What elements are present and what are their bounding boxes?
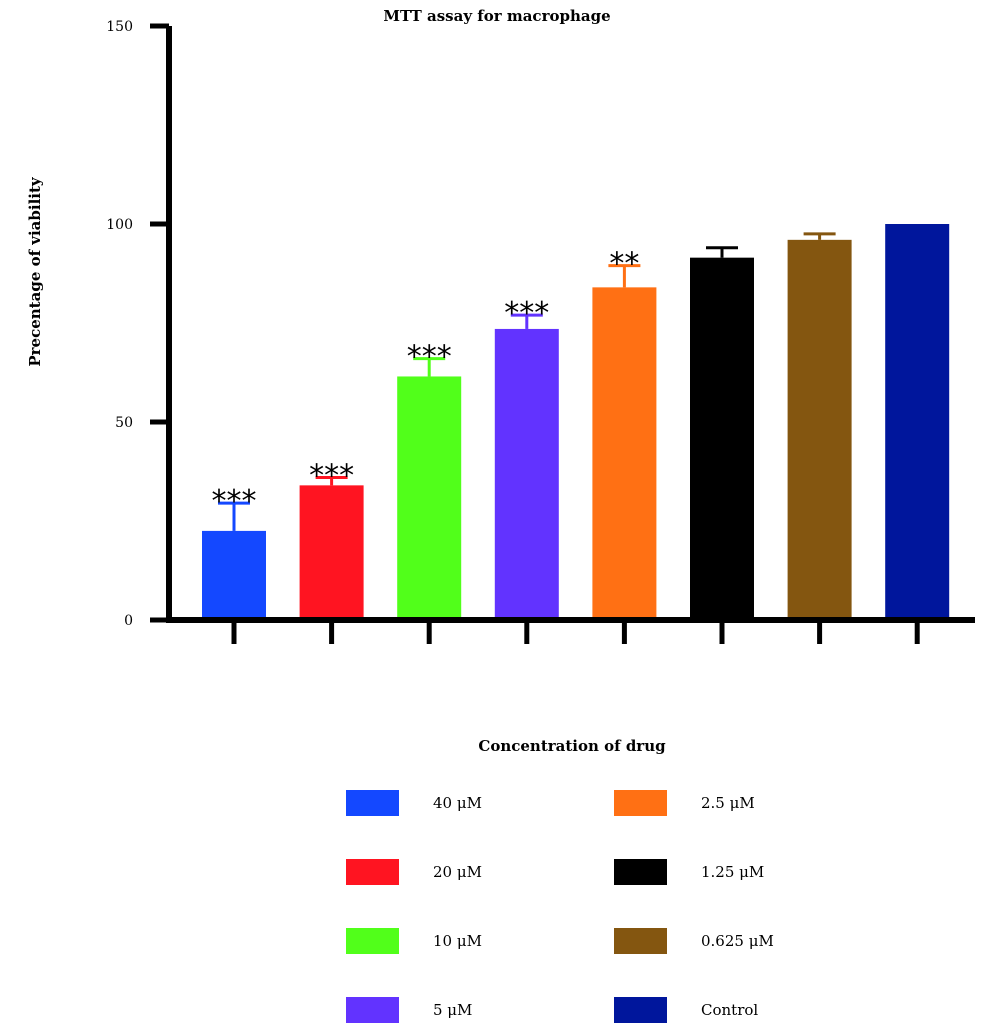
legend-swatch [614, 997, 667, 1023]
chart-title: MTT assay for macrophage [383, 7, 610, 25]
bar [299, 485, 364, 620]
y-tick-label: 50 [115, 415, 133, 431]
legend-label: 5 μM [433, 1001, 472, 1019]
y-axis-label: Precentage of viability [26, 176, 44, 367]
significance-label: *** [407, 340, 452, 375]
bar [397, 376, 462, 620]
significance-label: *** [309, 458, 354, 493]
significance-label: ** [609, 247, 639, 282]
axes [166, 26, 975, 623]
x-axis-label: Concentration of drug [478, 737, 666, 755]
significance-label: *** [504, 296, 549, 331]
bar [592, 287, 657, 620]
x-axis-ticks [231, 620, 920, 644]
legend-swatch [346, 928, 399, 954]
legend-label: 2.5 μM [701, 794, 755, 812]
bar [885, 224, 950, 620]
bar [494, 328, 559, 620]
significance-label: *** [212, 484, 257, 519]
bar [202, 530, 266, 620]
legend-swatch [614, 859, 667, 885]
legend-swatch [614, 790, 667, 816]
bar [787, 239, 852, 620]
y-tick-label: 150 [106, 19, 133, 35]
legend-label: Control [701, 1001, 758, 1019]
legend-label: 20 μM [433, 863, 482, 881]
y-tick-label: 100 [106, 217, 133, 233]
legend-label: 0.625 μM [701, 932, 774, 950]
y-tick-label: 0 [124, 613, 133, 629]
bar [690, 257, 754, 620]
legend-swatch [346, 859, 399, 885]
legend: 40 μM 20 μM 10 μM 5 μM 2.5 μM 1.25 μM 0.625 μM… [346, 790, 774, 1023]
legend-swatch [346, 790, 399, 816]
y-axis-ticks: 0 50 100 150 [106, 19, 169, 629]
legend-label: 10 μM [433, 932, 482, 950]
legend-swatch [346, 997, 399, 1023]
legend-label: 1.25 μM [701, 863, 764, 881]
legend-label: 40 μM [433, 794, 482, 812]
bars: ************** [202, 224, 950, 620]
legend-swatch [614, 928, 667, 954]
